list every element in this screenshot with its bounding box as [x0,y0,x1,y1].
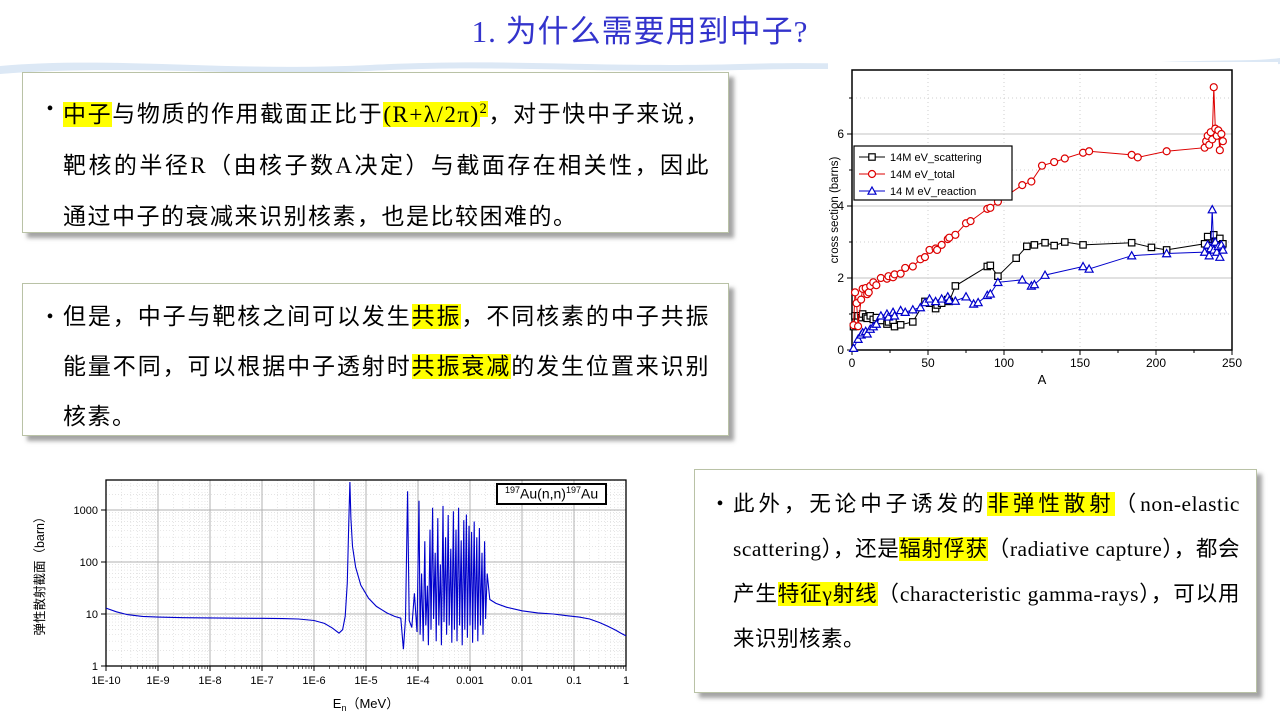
svg-text:6: 6 [837,127,844,141]
svg-text:1E-10: 1E-10 [91,675,120,687]
chart-au-elastic-scattering: 1E-10 1E-9 1E-8 1E-7 1E-6 1E-5 1E-4 0.001 0.01 0.… [24,462,664,720]
svg-text:14M eV_scattering: 14M eV_scattering [890,152,982,164]
svg-text:cross section (barns): cross section (barns) [829,156,841,263]
text-box-neutron-cross-section: • 中子与物质的作用截面正比于(R+λ/2π)2，对于快中子来说，靶核的半径R（… [22,72,729,233]
svg-text:1E-4: 1E-4 [406,675,429,687]
svg-text:0: 0 [837,343,844,357]
svg-text:50: 50 [921,356,935,370]
bullet: • [46,306,54,328]
svg-text:200: 200 [1146,356,1166,370]
svg-text:0.01: 0.01 [511,675,532,687]
bullet: • [46,98,54,120]
paragraph: 但是，中子与靶核之间可以发生共振，不同核素的中子共振能量不同，可以根据中子透射时… [63,304,711,429]
text-box-resonance: • 但是，中子与靶核之间可以发生共振，不同核素的中子共振能量不同，可以根据中子透… [22,283,729,436]
text-box-gamma-rays: • 此外，无论中子诱发的非弹性散射（non-elastic scattering… [694,469,1257,693]
svg-text:250: 250 [1222,356,1242,370]
svg-text:1: 1 [92,661,98,673]
svg-text:A: A [1038,372,1047,387]
svg-text:4: 4 [837,199,844,213]
page-title: 1. 为什么需要用到中子? [471,14,809,49]
chart-title-box: 197Au(n,n)197Au [496,483,608,505]
svg-text:En（MeV）: En（MeV） [333,696,399,713]
svg-text:150: 150 [1070,356,1090,370]
svg-text:0.001: 0.001 [456,675,484,687]
svg-text:1E-7: 1E-7 [250,675,273,687]
paragraph: 此外，无论中子诱发的非弹性散射（non-elastic scattering），… [733,492,1240,651]
svg-text:14 M eV_reaction: 14 M eV_reaction [890,186,976,198]
svg-text:0: 0 [849,356,856,370]
svg-text:1E-5: 1E-5 [354,675,377,687]
svg-text:弹性散射截面（barn）: 弹性散射截面（barn） [32,510,47,635]
svg-text:1E-8: 1E-8 [198,675,221,687]
svg-text:100: 100 [994,356,1014,370]
svg-text:2: 2 [837,271,844,285]
svg-text:1: 1 [623,675,629,687]
svg-text:0.1: 0.1 [566,675,581,687]
svg-text:1000: 1000 [74,505,98,517]
svg-text:14M eV_total: 14M eV_total [890,169,955,181]
paragraph: 中子与物质的作用截面正比于(R+λ/2π)2，对于快中子来说，靶核的半径R（由核… [63,101,711,229]
svg-text:10: 10 [86,609,98,621]
svg-text:1E-9: 1E-9 [146,675,169,687]
svg-text:100: 100 [80,557,98,569]
svg-text:1E-6: 1E-6 [302,675,325,687]
bullet: • [716,493,724,515]
